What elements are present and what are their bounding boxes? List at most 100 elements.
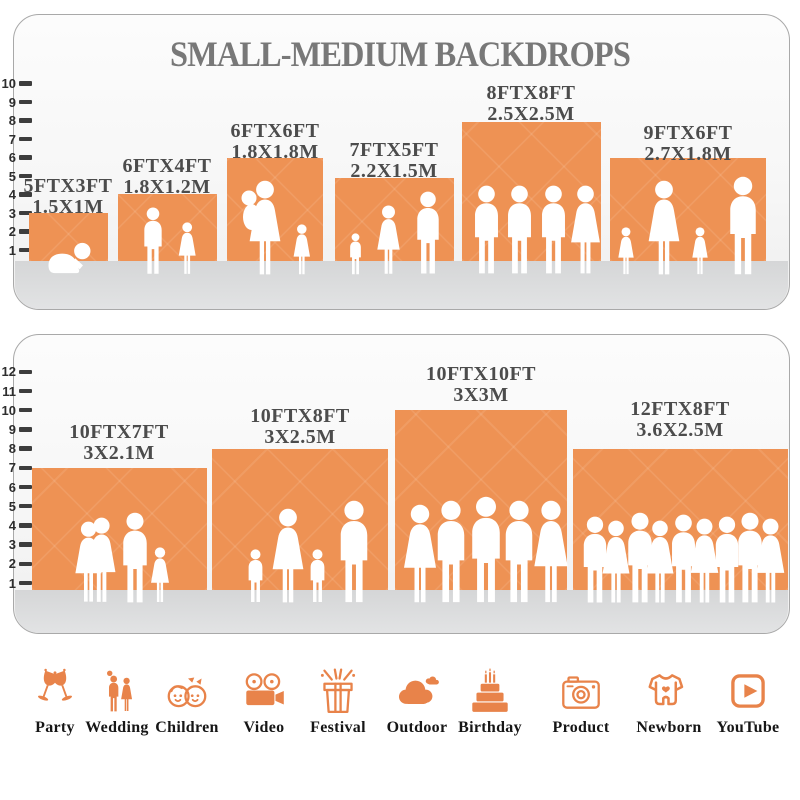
category-product: Product (536, 668, 626, 737)
ruler-tick-mark (19, 369, 32, 375)
size-ft: 10FTX10FT (425, 363, 537, 385)
size-m: 2.2X1.5M (350, 160, 438, 182)
backdrop-label: 12FTX8FT 3.6X2.5M (570, 399, 790, 441)
ruler-tick: 12 (0, 363, 32, 381)
ruler-tick-mark (19, 99, 32, 105)
category-label: Party (35, 719, 75, 736)
ruler-tick: 7 (0, 130, 32, 148)
backdrop-label: 10FTX7FT 3X2.1M (9, 422, 229, 464)
backdrop-label: 10FTX8FT 3X2.5M (190, 406, 410, 448)
ruler-number: 4 (8, 187, 16, 202)
birthday-icon (472, 668, 508, 712)
ruler-tick: 9 (0, 420, 32, 438)
ruler-tick-mark (19, 210, 32, 216)
ruler-tick: 8 (0, 440, 32, 458)
category-label: Newborn (636, 719, 702, 736)
ruler-tick: 4 (0, 186, 32, 204)
people-silhouette-adult-group (475, 185, 600, 274)
ruler-tick-mark (19, 427, 32, 432)
ruler-number: 6 (8, 479, 16, 495)
ruler-number: 5 (8, 168, 16, 184)
ruler-tick: 8 (0, 112, 32, 130)
ruler-tick-mark (19, 229, 32, 234)
people-silhouette-family-four (618, 176, 756, 275)
children-icon (167, 677, 207, 708)
people-silhouette-family-three (350, 191, 439, 275)
backdrop-rect-6x4 (118, 194, 217, 261)
ruler-tick: 11 (0, 382, 32, 400)
category-newborn: Newborn (624, 668, 714, 737)
backdrop-label: 7FTX5FT 2.2X1.5M (284, 140, 504, 182)
ruler-number: 3 (8, 537, 16, 553)
people-silhouette-adult-group (404, 496, 568, 603)
category-birthday: Birthday (445, 668, 535, 737)
ruler-tick: 2 (0, 555, 32, 573)
backdrop-label: 9FTX6FT 2.7X1.8M (578, 123, 798, 165)
people-silhouette-two-children (144, 207, 196, 274)
size-ft: 8FTX8FT (486, 82, 576, 104)
ruler-tick: 3 (0, 204, 32, 222)
ruler-number: 2 (8, 224, 16, 239)
size-m: 3X2.1M (83, 442, 155, 464)
ruler-tick-mark (19, 173, 32, 179)
size-ft: 12FTX8FT (630, 398, 730, 420)
ruler-number: 8 (8, 441, 16, 457)
festival-icon (320, 668, 356, 713)
size-m: 1.8X1.8M (231, 141, 319, 163)
ruler-number: 12 (1, 364, 16, 380)
people-silhouette-family-four (248, 500, 368, 603)
ruler-number: 2 (8, 556, 16, 572)
floor-strip-bottom (15, 590, 788, 633)
ruler-tick-mark (19, 247, 32, 253)
ruler-tick: 10 (0, 75, 32, 93)
ruler-tick-mark (19, 542, 32, 547)
size-m: 2.7X1.8M (644, 143, 732, 165)
backdrop-label: 10FTX10FT 3X3M (371, 364, 591, 406)
size-ft: 9FTX6FT (643, 122, 733, 144)
ruler-tick: 1 (0, 241, 32, 259)
category-children: Children (142, 668, 232, 737)
ruler-tick-mark (19, 388, 32, 394)
backdrop-rect-5x3 (29, 213, 108, 261)
size-ft: 6FTX6FT (230, 120, 320, 142)
ruler-tick: 10 (0, 401, 32, 419)
ruler-tick: 3 (0, 536, 32, 554)
category-wedding: Wedding (72, 668, 162, 737)
ruler-number: 6 (8, 150, 16, 165)
ruler-tick-mark (19, 81, 32, 86)
category-outdoor: Outdoor (372, 668, 462, 737)
people-silhouette-mother-children (241, 180, 310, 275)
ruler-tick-mark (19, 407, 32, 413)
ruler-tick-mark (19, 484, 32, 490)
category-video: Video (219, 668, 309, 737)
outdoor-icon (398, 676, 439, 705)
category-youtube: YouTube (703, 668, 793, 737)
ruler-number: 8 (8, 113, 16, 128)
ruler-tick: 5 (0, 497, 32, 515)
ruler-tick: 7 (0, 459, 32, 477)
ruler-number: 3 (8, 205, 16, 221)
ruler-tick: 6 (0, 149, 32, 167)
category-festival: Festival (293, 668, 383, 737)
category-label: Birthday (458, 719, 522, 736)
youtube-icon (731, 674, 765, 708)
ruler-number: 9 (8, 421, 16, 437)
size-m: 2.5X2.5M (487, 103, 575, 125)
size-m: 3X2.5M (264, 426, 336, 448)
ruler-tick-mark (19, 155, 32, 160)
size-m: 1.5X1M (32, 196, 104, 218)
size-ft: 10FTX8FT (250, 405, 350, 427)
ruler-tick-mark (19, 136, 32, 142)
ruler-tick: 5 (0, 167, 32, 185)
video-icon (245, 673, 284, 706)
ruler-number: 7 (8, 131, 16, 147)
size-ft: 10FTX7FT (69, 421, 169, 443)
backdrop-label: 8FTX8FT 2.5X2.5M (421, 83, 641, 125)
size-m: 3X3M (453, 384, 509, 406)
category-label: Outdoor (386, 719, 448, 736)
category-label: Video (243, 719, 285, 736)
people-silhouette-crowd (583, 512, 785, 603)
category-label: YouTube (716, 719, 780, 736)
ruler-tick: 2 (0, 223, 32, 241)
category-label: Festival (310, 719, 366, 736)
